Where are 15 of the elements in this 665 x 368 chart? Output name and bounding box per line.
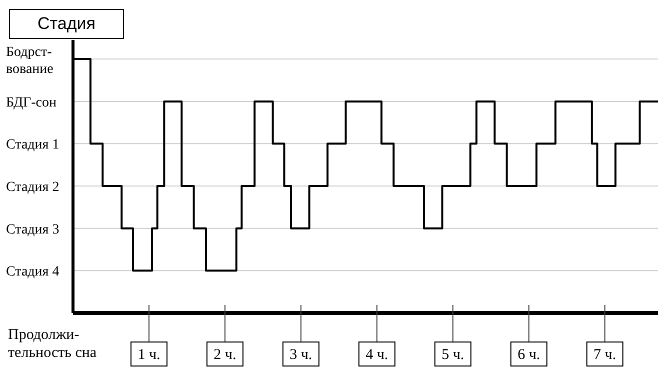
x-tick-label: 2 ч. xyxy=(214,347,236,363)
ref-line-label: Стадия 1 xyxy=(6,138,60,153)
x-tick-label: 5 ч. xyxy=(442,347,464,363)
x-tick-label: 7 ч. xyxy=(594,347,616,363)
x-tick-label: 3 ч. xyxy=(290,347,312,363)
x-tick-label: 4 ч. xyxy=(366,347,388,363)
ref-line-label: Стадия 2 xyxy=(6,180,60,196)
x-tick-label: 1 ч. xyxy=(138,347,160,363)
ref-line-label: Стадия 4 xyxy=(6,264,60,280)
x-tick-label: 6 ч. xyxy=(518,347,540,363)
ref-line-label: Бодрст- вование xyxy=(6,45,54,78)
ref-line-label: Стадия 3 xyxy=(6,222,60,238)
text: Стадия xyxy=(9,9,124,39)
ref-line-label: БДГ-сон xyxy=(6,95,58,110)
x-axis-title: Продолжи- тельность сна xyxy=(8,326,97,362)
